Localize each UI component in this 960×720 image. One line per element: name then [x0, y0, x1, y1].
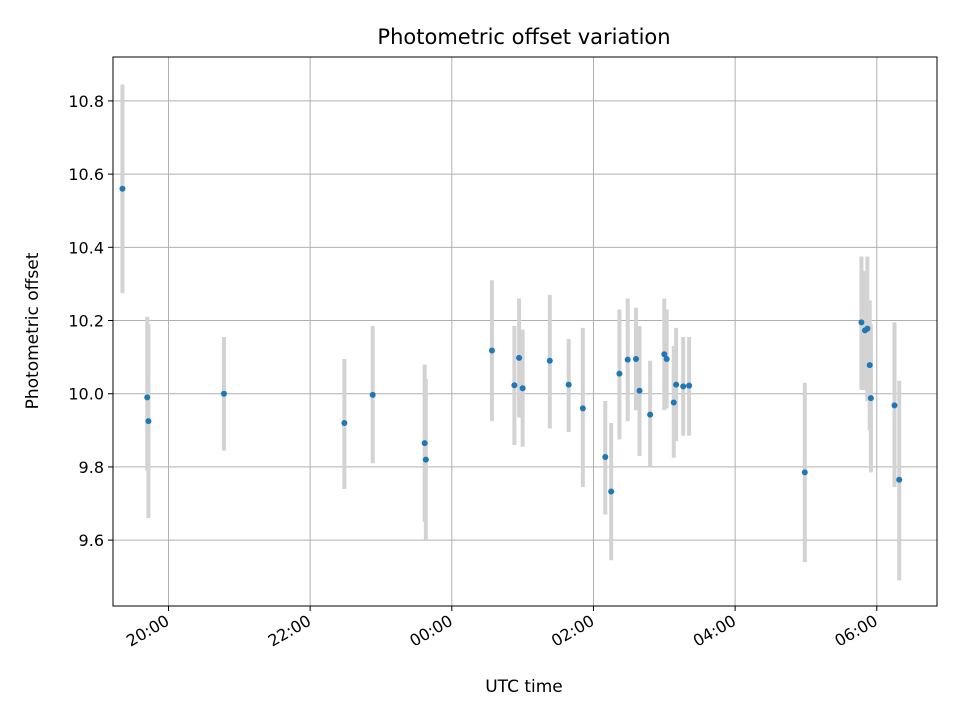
data-point: [858, 319, 865, 326]
y-tick-label: 9.6: [79, 531, 104, 550]
data-point: [422, 456, 429, 463]
y-tick-label: 10.0: [68, 385, 104, 404]
data-point: [579, 405, 586, 412]
y-tick-label: 10.4: [68, 238, 104, 257]
data-point: [546, 357, 553, 364]
y-tick-label: 10.8: [68, 92, 104, 111]
y-tick-label: 10.6: [68, 165, 104, 184]
y-axis-ticks: 9.6 9.8 10.0 10.2 10.4 10.6 10.8: [68, 92, 113, 550]
x-axis-label: UTC time: [485, 677, 563, 697]
y-axis-label: Photometric offset: [23, 252, 43, 409]
data-point: [516, 354, 523, 361]
data-point: [145, 418, 152, 425]
data-point: [519, 385, 526, 392]
data-point: [673, 381, 680, 388]
data-point: [866, 362, 873, 369]
data-point: [144, 394, 151, 401]
data-point: [686, 382, 693, 389]
data-point: [661, 351, 668, 358]
data-point: [867, 395, 874, 402]
data-point: [670, 399, 677, 406]
data-point: [864, 325, 871, 332]
plot-frame: [112, 56, 938, 607]
data-point: [636, 387, 643, 394]
data-point: [680, 383, 687, 390]
data-point: [421, 440, 428, 447]
data-point: [341, 420, 348, 426]
data-point: [488, 347, 495, 354]
data-point: [608, 488, 615, 495]
chart-title: Photometric offset variation: [377, 25, 670, 49]
data-point: [616, 370, 623, 377]
data-point: [624, 356, 631, 363]
data-point: [511, 382, 518, 389]
data-point: [891, 402, 898, 409]
data-point: [602, 454, 609, 461]
data-point: [663, 355, 670, 362]
data-point: [369, 391, 376, 398]
data-point: [119, 185, 126, 192]
y-tick-label: 10.2: [68, 312, 104, 331]
data-point: [647, 411, 654, 418]
data-point: [220, 390, 227, 397]
data-point: [565, 381, 572, 388]
y-tick-label: 9.8: [79, 458, 104, 477]
data-point: [801, 469, 808, 476]
data-point: [632, 355, 639, 362]
data-points: [119, 185, 903, 495]
grid-lines: [113, 57, 937, 606]
data-point: [896, 476, 903, 483]
